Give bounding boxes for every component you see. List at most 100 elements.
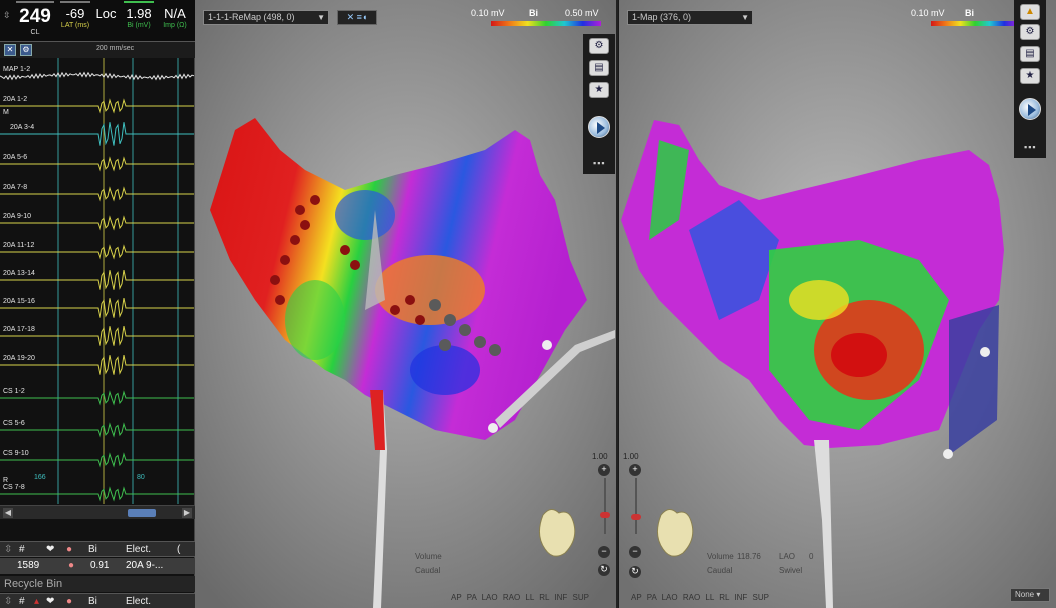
tag-col-icon[interactable]: ●: [66, 544, 73, 555]
impedance: N/A Imp (Ω): [158, 6, 192, 29]
caudal-label-left: Caudal: [415, 566, 441, 575]
orientation-buttons-right[interactable]: AP PA LAO RAO LL RL INF SUP: [631, 593, 769, 602]
zoom-out-icon[interactable]: −: [598, 546, 610, 558]
chevron-down-icon: ▼: [317, 13, 325, 22]
zoom-out-icon-2[interactable]: −: [629, 546, 641, 558]
volume-value-right: 118.76: [737, 552, 761, 561]
col-elect-2[interactable]: Elect.: [126, 596, 152, 607]
cameras-icon-2[interactable]: ⚙: [1020, 24, 1040, 40]
trace-label[interactable]: 20A 19-20: [3, 355, 35, 362]
scroll-right-icon[interactable]: ▶: [182, 508, 192, 518]
settings-icon[interactable]: ⚙: [20, 44, 32, 56]
imp-value: N/A: [164, 6, 186, 21]
zoom-control-left[interactable]: 1.00 + − ↻: [592, 452, 614, 582]
zoom-knob-right[interactable]: [631, 514, 641, 520]
col-num-2[interactable]: #: [19, 596, 25, 607]
col-bi[interactable]: Bi: [88, 544, 97, 555]
trace-8: [0, 298, 194, 318]
volume-label-left: Volume: [415, 552, 442, 561]
traces-canvas: [0, 58, 195, 504]
scroll-arrows-icon[interactable]: ⇳: [3, 10, 11, 20]
col-num[interactable]: #: [19, 544, 25, 555]
trace-9: [0, 326, 194, 346]
scroll-thumb[interactable]: [128, 509, 156, 517]
catheter-tool-button[interactable]: ✕ ≡◖: [337, 10, 377, 25]
trace-label[interactable]: 20A 15-16: [3, 298, 35, 305]
lat: -69 LAT (ms): [58, 1, 92, 29]
scale-high-left: 0.50 mV: [565, 8, 599, 18]
heart-col-icon[interactable]: ❤: [46, 544, 55, 555]
orientation-buttons-left[interactable]: AP PA LAO RAO LL RL INF SUP: [451, 593, 589, 602]
heart-orientation-icon[interactable]: [535, 505, 579, 561]
point-elect: 20A 9-...: [126, 560, 164, 571]
heart-orientation-icon-2[interactable]: [653, 505, 697, 561]
play-button[interactable]: [588, 116, 610, 138]
delete-col-icon[interactable]: ▴: [34, 596, 40, 607]
trace-label[interactable]: CS 5-6: [3, 420, 25, 427]
zoom-control-right[interactable]: 1.00 + − ↻: [623, 452, 645, 582]
bi-value: 1.98: [126, 6, 152, 21]
star-icon[interactable]: ★: [589, 82, 609, 98]
map-view-left[interactable]: 1-1-1-ReMap (498, 0) ▼ ✕ ≡◖ 0.10 mV Bi 0…: [195, 0, 618, 608]
marker-r: R: [3, 477, 9, 484]
trace-label[interactable]: 20A 3-4: [10, 124, 35, 131]
trace-label[interactable]: 20A 1-2: [3, 96, 28, 103]
trace-label[interactable]: CS 9-10: [3, 450, 29, 457]
map-view-right[interactable]: 1-Map (376, 0) ▼ 0.10 mV Bi ▲ ⚙ ▤ ★ ▪▪▪ …: [619, 0, 1056, 608]
col-elect[interactable]: Elect.: [126, 544, 152, 555]
lat-value: -69: [65, 6, 85, 21]
scroll-left-icon[interactable]: ◀: [3, 508, 13, 518]
lao-label-right: LAO: [779, 552, 796, 561]
voltage-scale-left: 0.10 mV Bi 0.50 mV: [467, 8, 607, 28]
rotate-icon-2[interactable]: ↻: [629, 566, 641, 578]
trace-label[interactable]: 20A 17-18: [3, 326, 35, 333]
voltage-scale-right: 0.10 mV Bi: [907, 8, 1019, 28]
scale-low-right: 0.10 mV: [911, 8, 945, 18]
trace-label[interactable]: 20A 5-6: [3, 154, 28, 161]
more-icon-2[interactable]: ▪▪▪: [1024, 142, 1037, 152]
caudal-label-right: Caudal: [707, 566, 733, 575]
layers-icon[interactable]: ▤: [589, 60, 609, 76]
recycle-bin[interactable]: Recycle Bin: [0, 576, 195, 592]
annotation-2: 80: [137, 474, 145, 481]
map-name-left: 1-1-1-ReMap (498, 0): [208, 12, 295, 22]
trace-label[interactable]: CS 7-8: [3, 484, 25, 491]
anatomy-map-left[interactable]: [195, 0, 618, 608]
cameras-icon[interactable]: ⚙: [589, 38, 609, 54]
col-bi-2[interactable]: Bi: [88, 596, 97, 607]
col-more[interactable]: (: [177, 544, 181, 555]
rotate-icon[interactable]: ↻: [598, 564, 610, 576]
zoom-in-icon-2[interactable]: +: [629, 464, 641, 476]
stats-bar: ⇳ 249 CL -69 LAT (ms) Loc 1.98 Bi (mV) N…: [0, 0, 195, 42]
trace-label[interactable]: 20A 9-10: [3, 213, 32, 220]
star-icon-2[interactable]: ★: [1020, 68, 1040, 84]
trace-label[interactable]: MAP 1-2: [3, 66, 31, 73]
trace-label[interactable]: 20A 11-12: [3, 242, 35, 249]
trace-label[interactable]: 20A 13-14: [3, 270, 35, 277]
zoom-knob-left[interactable]: [600, 512, 610, 518]
sweep-speed: 200 mm/sec: [96, 45, 135, 52]
scale-mode-right: Bi: [965, 8, 974, 18]
map-selector-left[interactable]: 1-1-1-ReMap (498, 0) ▼: [203, 10, 329, 25]
point-num: 1589: [17, 560, 40, 571]
layers-icon-2[interactable]: ▤: [1020, 46, 1040, 62]
imp-label: Imp (Ω): [163, 22, 187, 29]
signal-toolbar: ✕ ⚙ 200 mm/sec: [0, 42, 195, 58]
tag-col-icon-2[interactable]: ●: [66, 596, 73, 607]
zoom-value-right: 1.00: [623, 452, 639, 461]
heart-col-icon-2[interactable]: ❤: [46, 596, 55, 607]
more-icon[interactable]: ▪▪▪: [593, 158, 606, 168]
map-selector-right[interactable]: 1-Map (376, 0) ▼: [627, 10, 753, 25]
point-row[interactable]: 1589 ● 0.91 20A 9-...: [0, 558, 195, 574]
anatomy-map-right[interactable]: [619, 0, 1056, 608]
tools-icon[interactable]: ✕: [4, 44, 16, 56]
alert-icon[interactable]: ▲: [1020, 4, 1040, 20]
chevron-down-icon-2: ▼: [741, 13, 749, 22]
trace-label[interactable]: 20A 7-8: [3, 184, 28, 191]
zoom-in-icon[interactable]: +: [598, 464, 610, 476]
overlay-selector[interactable]: None ▾: [1010, 588, 1050, 602]
trace-label[interactable]: CS 1-2: [3, 388, 25, 395]
play-button-2[interactable]: [1019, 98, 1041, 120]
signal-scrollbar[interactable]: ◀ ▶: [0, 505, 195, 519]
row-arrows-icon: ⇳: [4, 544, 13, 555]
